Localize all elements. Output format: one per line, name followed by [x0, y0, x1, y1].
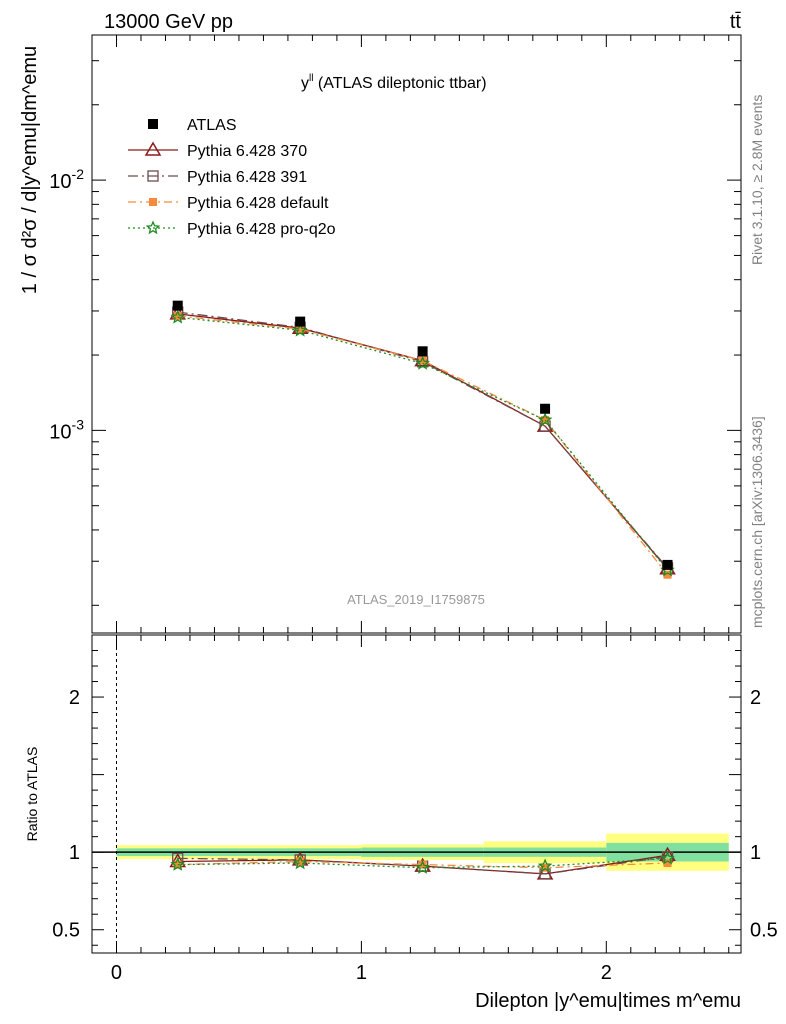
star-marker: [170, 856, 186, 871]
star-marker: [415, 860, 430, 874]
star-marker: [537, 858, 553, 873]
filled-square-marker: [173, 311, 182, 320]
atlas-marker: [540, 403, 551, 414]
legend-label: Pythia 6.428 default: [187, 195, 329, 212]
header-left: 13000 GeV pp: [104, 11, 233, 33]
legend: ATLAS Pythia 6.428 370 Pythia 6.428 391 Pyt…: [128, 117, 336, 238]
x-tick-label: 2: [601, 962, 612, 984]
series-line: [177, 311, 668, 569]
legend-label: Pythia 6.428 391: [187, 169, 307, 186]
triangle-marker: [144, 141, 162, 156]
main-panel-frame: [91, 34, 742, 634]
legend-label: ATLAS: [187, 117, 237, 134]
series-line: [177, 316, 669, 571]
x-tick-label: 1: [356, 962, 367, 984]
ratio-tick-label-right: 0.5: [750, 920, 778, 942]
star-marker: [292, 855, 308, 870]
analysis-id: ATLAS_2019_I1759875: [347, 592, 485, 607]
filled-square-marker: [541, 416, 550, 425]
rivet-version-label: Rivet 3.1.10, ≥ 2.8M events: [749, 95, 765, 265]
ratio-series-line: [177, 857, 668, 869]
header-right: tt̄: [730, 11, 742, 33]
filled-square-marker: [296, 857, 305, 866]
ratio-tick-label-left: 2: [69, 687, 80, 709]
x-tick-label: 0: [111, 962, 122, 984]
filled-square-marker: [663, 570, 672, 579]
legend-label: Pythia 6.428 pro-q2o: [187, 221, 336, 238]
filled-square-marker: [541, 863, 550, 872]
ratio-tick-label-left: 1: [69, 842, 80, 864]
chart-title: yll (ATLAS dileptonic ttbar): [301, 73, 487, 92]
filled-square-marker: [663, 859, 672, 868]
ratio-panel-frame: [91, 634, 742, 954]
legend-label: Pythia 6.428 370: [187, 143, 307, 160]
filled-square-marker: [418, 860, 427, 869]
y-tick-label: 10-2: [49, 166, 84, 193]
filled-square-marker: [149, 198, 157, 206]
star-marker: [292, 322, 308, 337]
star-marker: [170, 309, 186, 324]
atlas-marker: [417, 346, 428, 357]
ratio-tick-label-left: 0.5: [52, 920, 80, 942]
filled-square-marker: [296, 325, 305, 334]
chart-title-sup: ll: [309, 73, 313, 84]
ratio-tick-label-right: 2: [750, 687, 761, 709]
star-marker: [145, 220, 161, 235]
chart-title-rest: (ATLAS dileptonic ttbar): [313, 75, 486, 92]
star-marker: [537, 412, 553, 427]
series-line: [177, 315, 669, 576]
atlas-marker: [172, 300, 183, 311]
x-axis-label: Dilepton |y^emu|times m^emu: [475, 990, 741, 1012]
ratio-tick-label-right: 1: [750, 842, 761, 864]
open-square-marker: [147, 170, 159, 182]
mcplots-label: mcplots.cern.ch [arXiv:1306.3436]: [749, 416, 765, 628]
chart-title-main: y: [301, 75, 309, 92]
filled-square-marker: [418, 356, 427, 365]
atlas-marker: [295, 316, 306, 327]
ratio-y-axis-label: Ratio to ATLAS: [24, 747, 40, 842]
y-axis-label: 1 / σ d²σ / d|y^emu|dm^emu: [19, 46, 41, 294]
ratio-series-line: [177, 860, 668, 869]
star-marker: [660, 850, 675, 865]
atlas-marker: [148, 119, 158, 129]
atlas-marker: [662, 559, 673, 570]
star-marker: [415, 355, 430, 370]
y-tick-label: 10-3: [49, 416, 84, 443]
